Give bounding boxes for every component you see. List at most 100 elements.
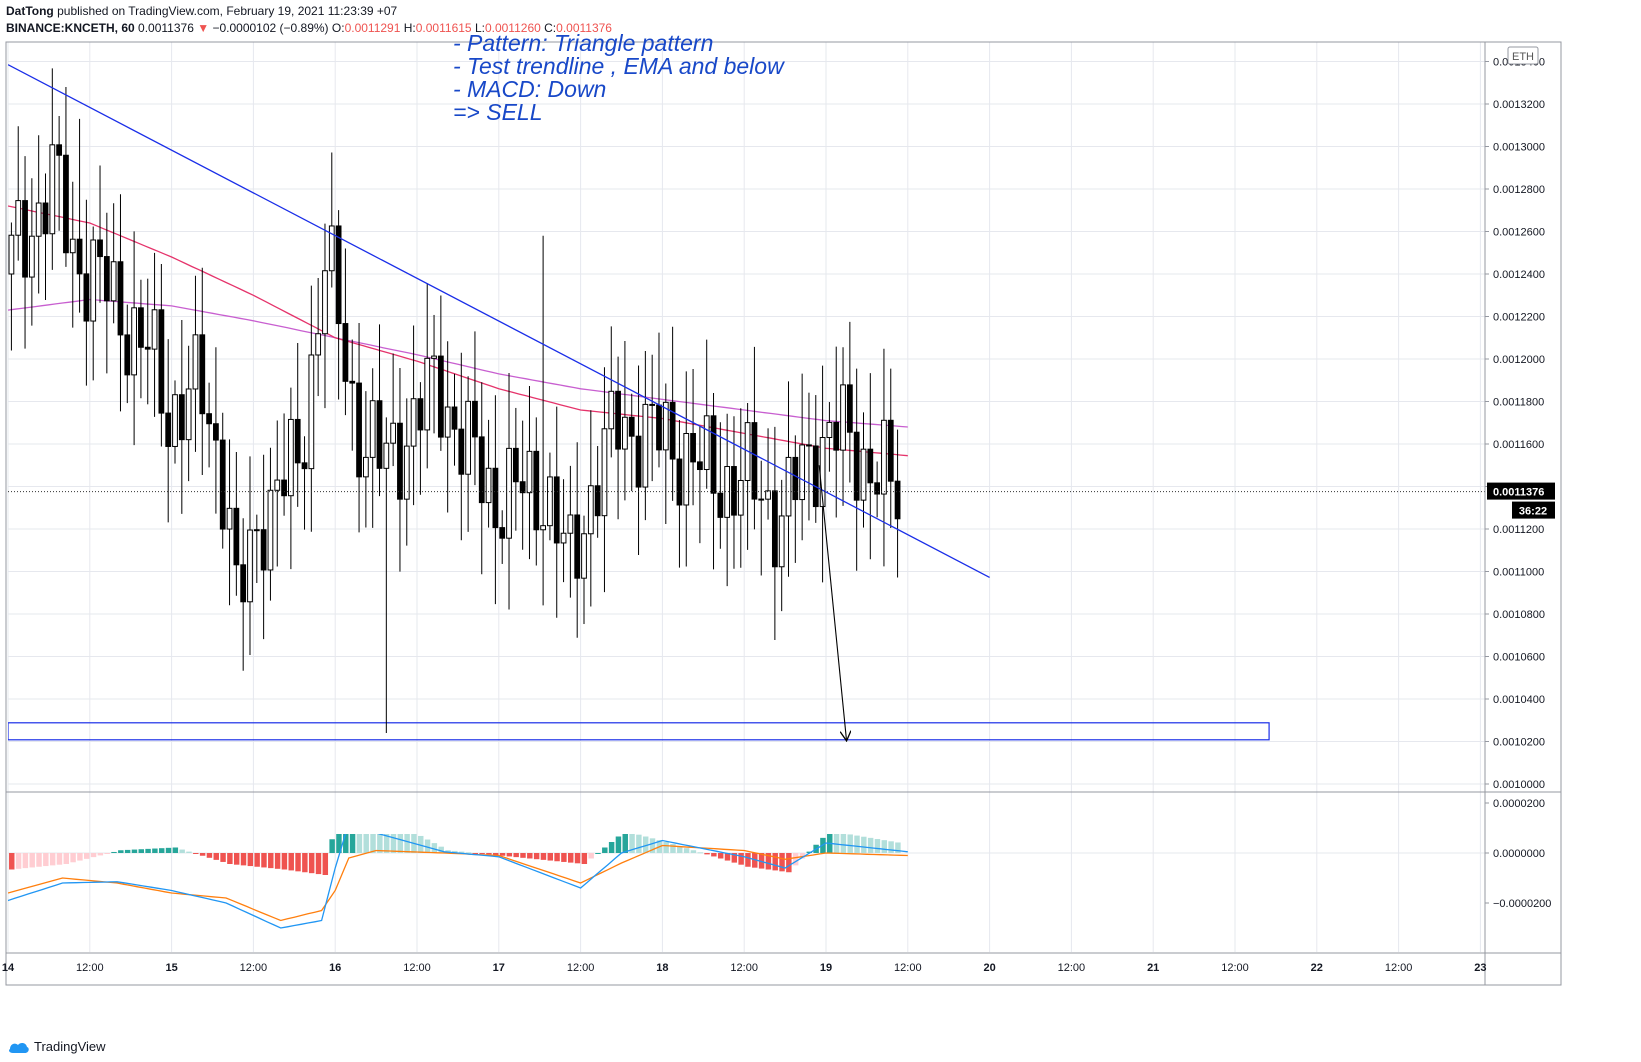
- macd-histogram-bar: [874, 839, 881, 853]
- candle: [288, 387, 294, 570]
- price-tick-label: 0.0012800: [1493, 184, 1545, 196]
- macd-tick-label: −0.0000200: [1493, 898, 1551, 910]
- candle-up-body: [526, 450, 533, 494]
- candle: [240, 518, 247, 671]
- price-tick-label: 0.0011800: [1493, 397, 1544, 409]
- candle: [465, 376, 472, 532]
- candle: [342, 248, 349, 416]
- macd-histogram-bar: [418, 835, 424, 853]
- candle: [97, 165, 103, 303]
- candle-up-body: [778, 515, 785, 568]
- ema-fast-line[interactable]: [8, 205, 908, 457]
- symbol-label[interactable]: BINANCE:KNCETH, 60: [6, 21, 135, 35]
- macd-histogram-bar: [854, 835, 860, 853]
- candle: [478, 382, 485, 575]
- macd-histogram-bar: [452, 850, 458, 853]
- candle-up-body: [151, 309, 158, 350]
- macd-histogram-bar: [36, 853, 42, 867]
- time-tick-label: 12:00: [240, 962, 268, 974]
- macd-histogram-bar: [786, 853, 792, 873]
- candle-down-body: [553, 476, 560, 544]
- candle: [206, 382, 212, 468]
- candle-down-body: [635, 435, 642, 488]
- candle: [247, 456, 253, 656]
- macd-histogram-bar: [711, 853, 717, 857]
- candle-down-body: [165, 412, 172, 447]
- candle-up-body: [253, 529, 260, 532]
- macd-axis[interactable]: 0.0000200 0.0000000 −0.0000200: [1485, 798, 1551, 910]
- macd-histogram-bar: [622, 834, 628, 853]
- currency-badge[interactable]: ETH: [1507, 46, 1539, 65]
- time-axis[interactable]: 14 12:00 15 12:00 16 12:00 17 12:00 18 12:00 19 12:…: [2, 962, 1487, 974]
- candle-up-body: [274, 479, 281, 491]
- candle-up-body: [328, 225, 335, 272]
- candle-up-body: [567, 514, 574, 534]
- candle-down-body: [349, 380, 356, 384]
- candle-down-body: [853, 431, 860, 501]
- candle-up-body: [131, 307, 137, 376]
- candle-up-body: [547, 476, 553, 527]
- candle-down-body: [342, 323, 349, 382]
- support-zone[interactable]: [8, 722, 1270, 741]
- candle: [601, 367, 608, 593]
- macd-histogram-bar: [233, 853, 240, 865]
- candle: [758, 460, 765, 576]
- candle: [853, 368, 860, 571]
- macd-histogram-bar: [22, 853, 29, 869]
- candle-down-body: [512, 447, 519, 483]
- candle-down-body: [240, 564, 247, 603]
- candle-down-body: [376, 400, 383, 469]
- macd-histogram-bar: [840, 834, 847, 853]
- macd-histogram-bar: [588, 853, 594, 859]
- macd-histogram-bar: [322, 853, 329, 875]
- macd-histogram-bar: [833, 834, 840, 853]
- macd-histogram-bar: [561, 853, 567, 862]
- candle: [778, 479, 785, 612]
- candle: [581, 515, 587, 625]
- time-tick-label: 12:00: [894, 962, 922, 974]
- candle-up-body: [315, 333, 322, 356]
- candle: [485, 419, 492, 528]
- ema-slow-line[interactable]: [8, 298, 908, 428]
- candle-up-body: [8, 234, 15, 275]
- macd-histogram-bar: [424, 839, 431, 853]
- macd-histogram-bar: [574, 853, 581, 864]
- macd-histogram-bar: [295, 853, 301, 872]
- macd-histogram-bar: [199, 853, 206, 856]
- macd-histogram-bar: [731, 853, 738, 863]
- candle-up-body: [683, 432, 690, 506]
- author-name[interactable]: DatTong: [6, 4, 54, 18]
- candle-down-body: [833, 421, 840, 451]
- projection-arrow[interactable]: [818, 465, 846, 740]
- macd-histogram-bar: [697, 852, 703, 854]
- macd-signal-line[interactable]: [8, 844, 908, 922]
- time-tick-label: 12:00: [1221, 962, 1249, 974]
- candle-down-body: [417, 398, 424, 431]
- macd-histogram-bar: [595, 853, 601, 854]
- macd-histogram-bar: [527, 853, 533, 859]
- macd-histogram-bar: [165, 847, 172, 853]
- candle: [192, 275, 199, 452]
- candle-down-body: [233, 507, 240, 566]
- macd-histogram-bar: [131, 849, 138, 853]
- candle-up-body: [226, 507, 233, 530]
- candle-up-body: [826, 421, 833, 439]
- macd-histogram-bar: [499, 853, 506, 856]
- current-price-tag[interactable]: 0.0011376 36:22: [1487, 482, 1555, 519]
- price-tick-label: 0.0010600: [1493, 652, 1545, 664]
- macd-line[interactable]: [8, 823, 908, 929]
- candle: [431, 314, 437, 434]
- trendline[interactable]: [8, 64, 990, 579]
- macd-histogram-bar: [636, 834, 642, 853]
- price-axis[interactable]: 0.00134000.00132000.00130000.00128000.00…: [1485, 46, 1555, 791]
- candle: [676, 419, 683, 568]
- price-tick-label: 0.0011200: [1493, 524, 1544, 536]
- price-tick-label: 0.0012000: [1493, 354, 1545, 366]
- candle-up-body: [703, 415, 710, 471]
- candle-down-body: [117, 261, 124, 336]
- candle-down-body: [533, 450, 540, 531]
- candle: [547, 452, 553, 541]
- candle: [417, 382, 424, 495]
- tradingview-footer[interactable]: TradingView: [8, 1039, 106, 1054]
